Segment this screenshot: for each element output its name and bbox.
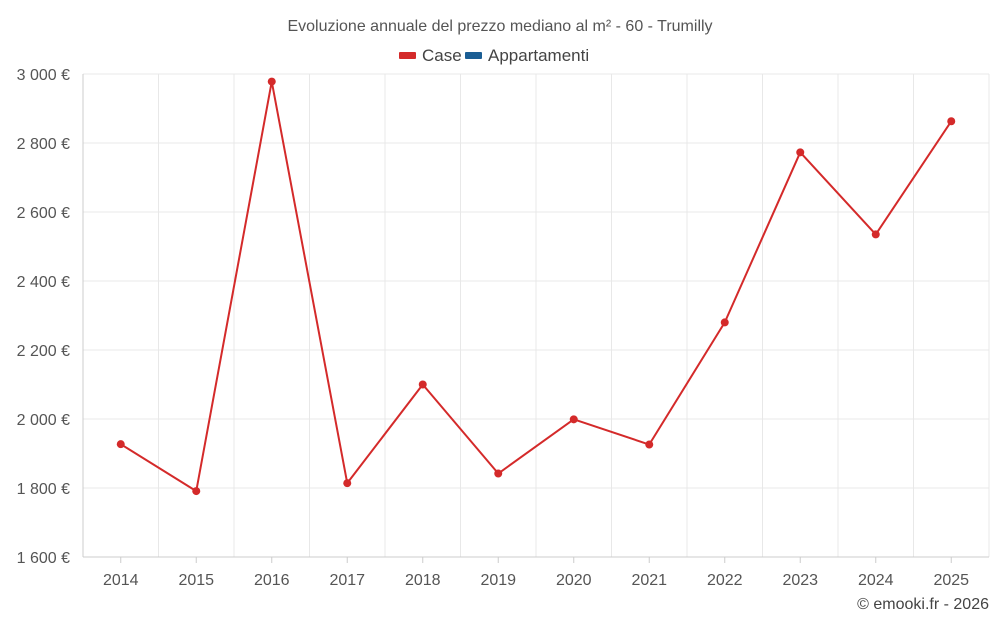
data-point[interactable] — [116, 440, 125, 449]
data-point[interactable] — [494, 469, 503, 478]
chart-title: Evoluzione annuale del prezzo mediano al… — [287, 18, 712, 35]
data-point[interactable] — [720, 318, 729, 327]
legend: Case Appartamenti — [399, 46, 589, 65]
x-tick-label: 2023 — [782, 572, 818, 589]
x-tick-label: 2024 — [858, 572, 894, 589]
x-tick-label: 2025 — [933, 572, 969, 589]
legend-swatch — [399, 52, 416, 59]
y-tick-label: 2 200 € — [17, 343, 70, 360]
data-point[interactable] — [192, 487, 201, 496]
x-tick-label: 2015 — [178, 572, 214, 589]
y-tick-label: 1 800 € — [17, 481, 70, 498]
legend-label: Case — [422, 46, 462, 65]
y-axis: 1 600 € 1 800 € 2 000 € 2 200 € 2 400 € 2 600… — [17, 67, 84, 567]
y-tick-label: 3 000 € — [17, 67, 70, 84]
x-tick-label: 2020 — [556, 572, 592, 589]
x-tick-label: 2018 — [405, 572, 441, 589]
data-point[interactable] — [947, 117, 956, 126]
data-point[interactable] — [569, 415, 578, 424]
y-tick-label: 2 400 € — [17, 274, 70, 291]
x-tick-label: 2016 — [254, 572, 290, 589]
grid — [82, 73, 990, 558]
data-point[interactable] — [343, 479, 352, 488]
credit-text: © emooki.fr - 2026 — [857, 596, 989, 613]
legend-swatch — [465, 52, 482, 59]
data-point[interactable] — [418, 380, 427, 389]
y-tick-label: 2 000 € — [17, 412, 70, 429]
x-axis: 2014 2015 2016 2017 2018 2019 2020 2021 2022 2023… — [83, 556, 989, 589]
y-tick-label: 2 600 € — [17, 205, 70, 222]
legend-item-appartamenti[interactable]: Appartamenti — [465, 46, 589, 65]
x-tick-label: 2021 — [631, 572, 667, 589]
x-tick-label: 2022 — [707, 572, 743, 589]
series-layer — [116, 77, 956, 496]
x-tick-label: 2017 — [329, 572, 365, 589]
legend-label: Appartamenti — [488, 46, 589, 65]
data-point[interactable] — [267, 77, 276, 86]
y-tick-label: 1 600 € — [17, 550, 70, 567]
x-tick-label: 2019 — [480, 572, 516, 589]
x-tick-label: 2014 — [103, 572, 139, 589]
data-point[interactable] — [645, 440, 654, 449]
legend-item-case[interactable]: Case — [399, 46, 462, 65]
y-tick-label: 2 800 € — [17, 136, 70, 153]
series-line-case — [120, 80, 953, 493]
data-point[interactable] — [871, 230, 880, 239]
data-point[interactable] — [796, 148, 805, 157]
